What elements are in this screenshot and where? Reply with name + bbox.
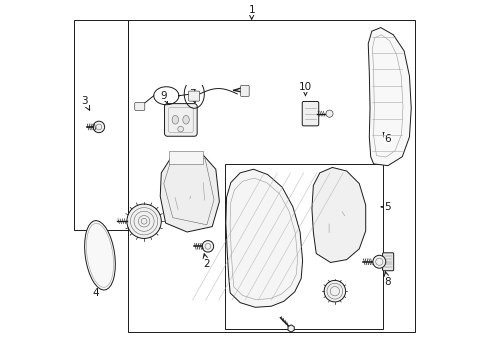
Circle shape bbox=[126, 204, 161, 238]
Text: 9: 9 bbox=[160, 91, 167, 104]
Polygon shape bbox=[367, 28, 410, 166]
Circle shape bbox=[202, 240, 213, 252]
Circle shape bbox=[93, 121, 104, 133]
Ellipse shape bbox=[172, 116, 178, 124]
FancyBboxPatch shape bbox=[240, 85, 249, 96]
Text: 1: 1 bbox=[248, 5, 254, 19]
Text: 3: 3 bbox=[81, 96, 89, 110]
Text: 6: 6 bbox=[383, 132, 390, 144]
Text: 5: 5 bbox=[381, 202, 390, 212]
Ellipse shape bbox=[183, 116, 189, 124]
Circle shape bbox=[325, 110, 332, 117]
Polygon shape bbox=[311, 167, 365, 262]
Circle shape bbox=[178, 126, 183, 132]
FancyBboxPatch shape bbox=[302, 102, 318, 126]
Circle shape bbox=[372, 255, 385, 268]
Polygon shape bbox=[287, 325, 294, 332]
Ellipse shape bbox=[84, 221, 115, 290]
Text: 7: 7 bbox=[189, 89, 196, 103]
Bar bbox=[74, 21, 128, 230]
Text: 2: 2 bbox=[203, 254, 210, 269]
Text: 8: 8 bbox=[384, 271, 390, 287]
Bar bbox=[128, 21, 414, 332]
Text: 4: 4 bbox=[92, 279, 99, 298]
FancyBboxPatch shape bbox=[164, 104, 197, 136]
FancyBboxPatch shape bbox=[188, 91, 199, 101]
Polygon shape bbox=[225, 169, 302, 307]
Circle shape bbox=[324, 280, 345, 302]
Polygon shape bbox=[160, 153, 219, 232]
Bar bbox=[224, 164, 382, 329]
FancyBboxPatch shape bbox=[382, 253, 393, 271]
Text: 10: 10 bbox=[298, 82, 311, 95]
Bar bbox=[169, 151, 203, 164]
FancyBboxPatch shape bbox=[135, 103, 144, 111]
